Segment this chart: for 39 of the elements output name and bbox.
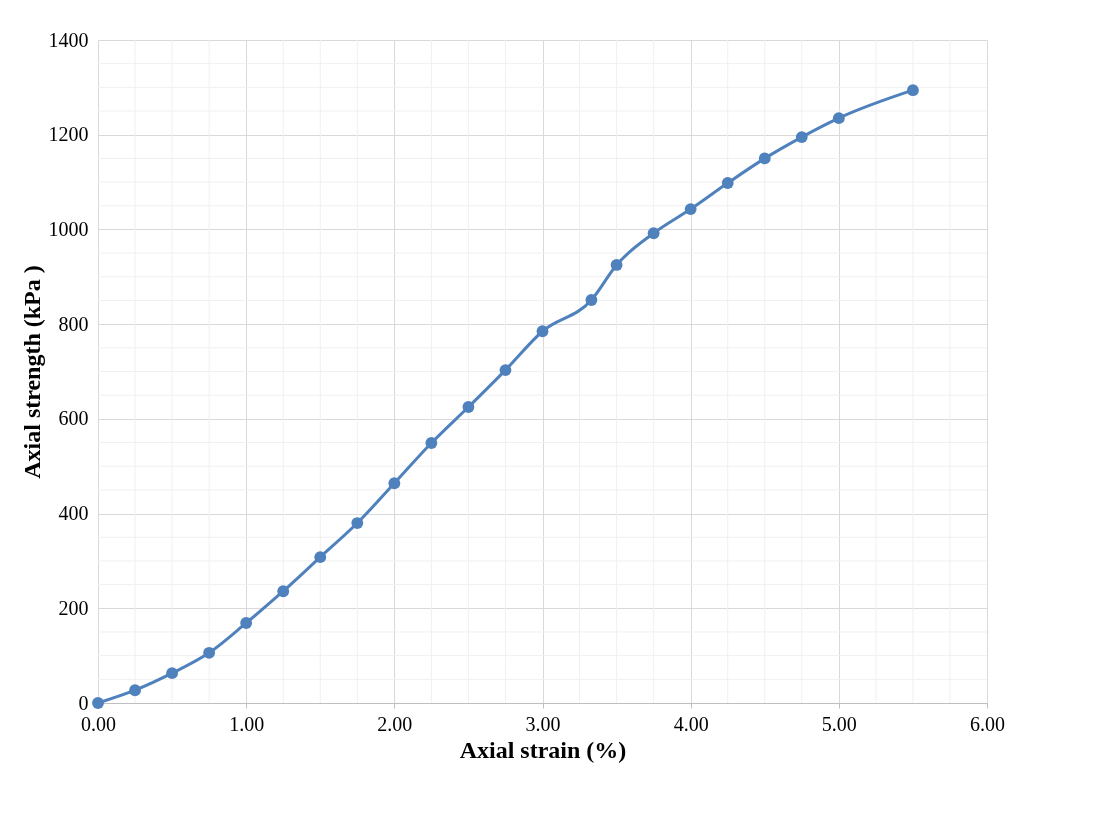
point bbox=[129, 684, 141, 697]
y-tick-label: 600 bbox=[58, 407, 89, 430]
x-tick-label: 6.00 bbox=[970, 712, 1005, 735]
point bbox=[684, 203, 697, 215]
x-tick-label: 1.00 bbox=[229, 712, 265, 735]
point bbox=[240, 617, 253, 629]
y-tick-label: 800 bbox=[58, 312, 89, 335]
point bbox=[795, 131, 808, 143]
point bbox=[647, 227, 660, 240]
point bbox=[203, 646, 216, 659]
x-tick-label: 2.00 bbox=[377, 712, 413, 735]
y-tick-label: 400 bbox=[58, 502, 89, 525]
point bbox=[610, 259, 623, 271]
point bbox=[92, 697, 104, 709]
point bbox=[499, 364, 512, 376]
y-tick-label: 200 bbox=[58, 596, 89, 619]
point bbox=[907, 84, 919, 97]
x-axis-title: Axial strain (%) bbox=[459, 736, 627, 763]
point bbox=[277, 585, 290, 598]
point bbox=[758, 152, 771, 165]
y-tick-label: 1000 bbox=[48, 217, 89, 240]
point bbox=[832, 112, 845, 125]
point bbox=[425, 437, 438, 449]
y-axis-title: Axial strength (kPa ) bbox=[18, 265, 45, 479]
point bbox=[462, 401, 475, 413]
point bbox=[721, 177, 734, 189]
point bbox=[314, 551, 327, 564]
x-tick-label: 5.00 bbox=[821, 712, 857, 735]
y-tick-label: 1400 bbox=[48, 28, 89, 51]
x-tick-label: 0.00 bbox=[81, 712, 116, 735]
y-tick-label: 1200 bbox=[48, 123, 89, 146]
point bbox=[166, 667, 178, 680]
point bbox=[536, 325, 549, 338]
point bbox=[388, 477, 401, 490]
x-tick-label: 4.00 bbox=[673, 712, 709, 735]
point bbox=[585, 294, 598, 306]
x-tick-label: 3.00 bbox=[525, 712, 561, 735]
point bbox=[351, 517, 364, 529]
y-tick-label: 0 bbox=[78, 691, 89, 714]
